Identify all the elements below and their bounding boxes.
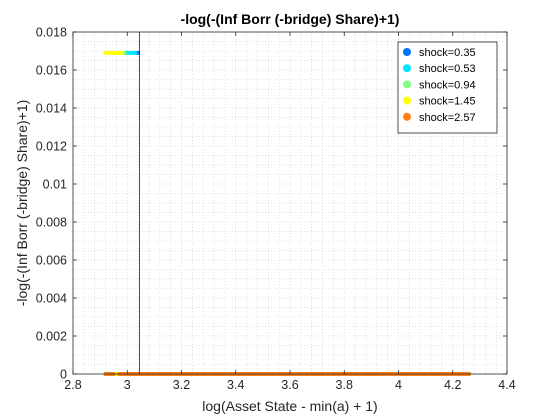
x-tick-label: 2.8 (64, 378, 81, 392)
legend-label: shock=1.45 (419, 96, 476, 108)
y-tick-label: 0 (60, 368, 67, 382)
legend: shock=0.35 shock=0.53 shock=0.94 shock=1.45… (397, 41, 498, 134)
legend-marker (403, 64, 411, 73)
y-tick-label: 0.014 (36, 102, 67, 116)
legend-marker (403, 112, 411, 121)
y-tick-label: 0.016 (36, 64, 67, 78)
x-tick-label: 4 (395, 378, 402, 392)
y-tick-label: 0.006 (36, 254, 67, 268)
minor-grid (73, 32, 507, 374)
y-tick-label: 0.01 (43, 178, 67, 192)
y-tick-label: 0.008 (36, 216, 67, 230)
x-tick-label: 3.8 (336, 378, 353, 392)
y-tick-label: 0.002 (36, 330, 67, 344)
x-tick-label: 3.6 (281, 378, 298, 392)
legend-label: shock=0.53 (419, 63, 476, 75)
legend-box (397, 41, 498, 134)
chart-title: -log(-(Inf Borr (-bridge) Share)+1) (181, 11, 400, 27)
x-tick-label: 3.2 (173, 378, 190, 392)
y-axis-label: -log(-(Inf Borr (-bridge) Share)+1) (14, 100, 30, 307)
legend-label: shock=2.57 (419, 112, 476, 124)
x-tick-label: 4.4 (498, 378, 515, 392)
legend-label: shock=0.94 (419, 79, 476, 91)
y-tick-label: 0.004 (36, 292, 67, 306)
legend-marker (403, 96, 411, 105)
y-tick-label: 0.012 (36, 140, 67, 154)
x-tick-label: 3 (124, 378, 131, 392)
x-tick-label: 3.4 (227, 378, 244, 392)
legend-label: shock=0.35 (419, 47, 476, 59)
x-tick-label: 4.2 (444, 378, 461, 392)
axis-ticks: 2.8 3 3.2 3.4 3.6 3.8 4 4.2 4.4 0 0.002 0.004 0.006 0… (36, 26, 516, 393)
y-tick-label: 0.018 (36, 26, 67, 40)
legend-marker (403, 80, 411, 89)
legend-marker (403, 48, 411, 56)
x-axis-label: log(Asset State - min(a) + 1) (202, 398, 377, 414)
